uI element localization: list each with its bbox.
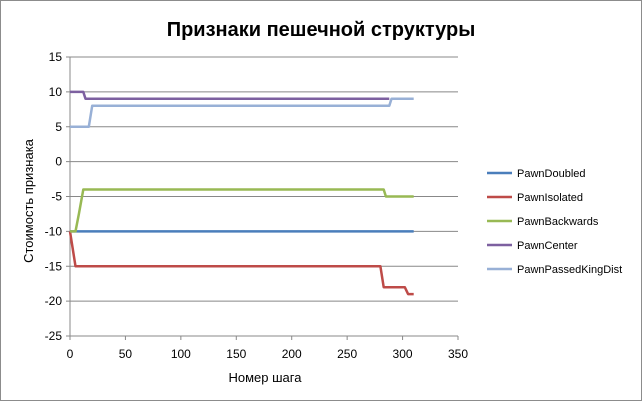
chart-title: Признаки пешечной структуры <box>167 19 476 41</box>
series-line <box>70 188 414 233</box>
y-tick-label: -20 <box>45 294 63 308</box>
series-line <box>70 90 390 101</box>
x-tick-label: 150 <box>226 347 246 361</box>
y-tick-label: 10 <box>49 85 63 99</box>
y-tick-label: 15 <box>49 50 63 64</box>
x-tick-label: 300 <box>393 347 413 361</box>
legend-label: PawnDoubled <box>517 168 586 180</box>
x-tick-label: 0 <box>67 347 74 361</box>
x-tick-label: 200 <box>282 347 302 361</box>
x-tick-label: 50 <box>119 347 133 361</box>
legend: PawnDoubled PawnIsolated PawnBackwards Pawn… <box>487 168 622 276</box>
legend-label: PawnBackwards <box>517 216 599 228</box>
y-tick-label: 5 <box>55 120 62 134</box>
x-tick-label: 100 <box>171 347 191 361</box>
y-tick-label: -10 <box>45 224 63 238</box>
y-axis-label: Стоимость признака <box>21 138 36 263</box>
series-line <box>70 97 414 129</box>
y-tick-label: -25 <box>45 329 63 343</box>
series-group <box>68 90 414 296</box>
legend-label: PawnPassedKingDist <box>517 264 622 276</box>
y-tick-label: 0 <box>55 155 62 169</box>
series-line <box>68 231 414 296</box>
x-axis-label: Номер шага <box>229 370 303 385</box>
y-tick-label: -15 <box>45 259 63 273</box>
legend-label: PawnCenter <box>517 240 578 252</box>
x-tick-label: 250 <box>337 347 357 361</box>
y-tick-label: -5 <box>51 190 62 204</box>
x-tick-label: 350 <box>448 347 468 361</box>
legend-label: PawnIsolated <box>517 192 583 204</box>
